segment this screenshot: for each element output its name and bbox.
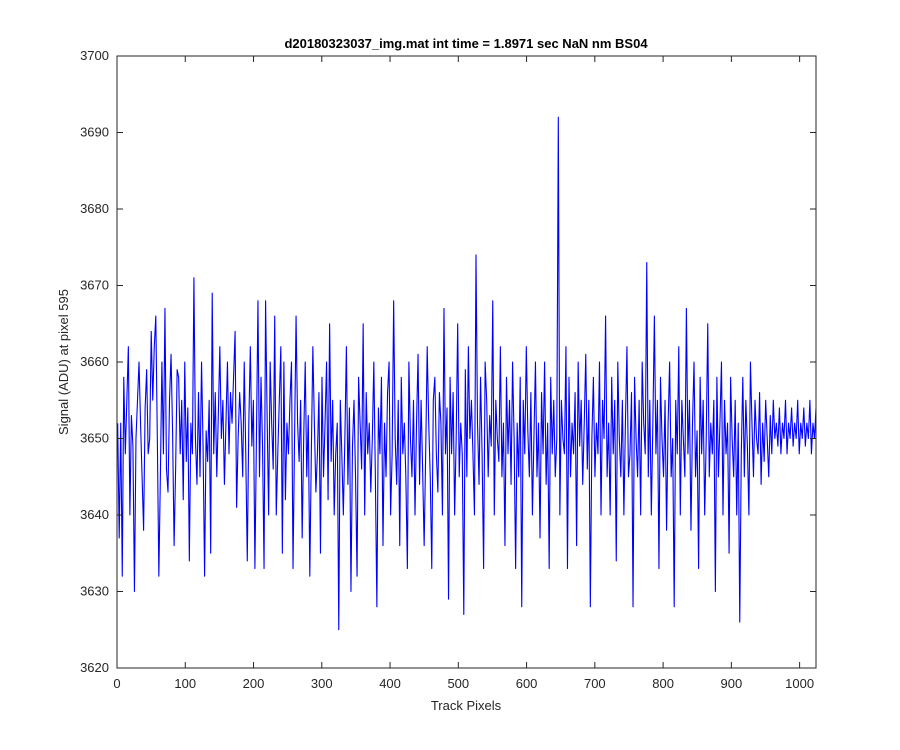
x-tick-label: 1000 [785,676,814,691]
x-tick-label: 700 [584,676,606,691]
chart-title: d20180323037_img.mat int time = 1.8971 s… [284,36,648,51]
x-tick-label: 300 [311,676,333,691]
x-tick-label: 800 [652,676,674,691]
plot-area [117,56,816,668]
x-tick-label: 600 [516,676,538,691]
y-axis-label: Signal (ADU) at pixel 595 [56,289,71,435]
x-tick-label: 0 [113,676,120,691]
y-tick-label: 3680 [80,201,109,216]
series-line [117,116,817,631]
series-layer [117,116,817,631]
y-tick-label: 3670 [80,278,109,293]
x-tick-label: 100 [174,676,196,691]
x-axis-label: Track Pixels [431,698,502,713]
y-tick-label: 3650 [80,431,109,446]
x-tick-label: 400 [379,676,401,691]
y-tick-label: 3620 [80,660,109,675]
x-tick-label: 900 [721,676,743,691]
y-tick-label: 3630 [80,584,109,599]
ticks-layer: 0 100 200 300 400 500 600 700 800 900 1000 3620 3630… [80,48,816,691]
axes-box [116,55,817,669]
x-tick-label: 200 [243,676,265,691]
y-tick-label: 3690 [80,125,109,140]
y-tick-label: 3660 [80,354,109,369]
y-tick-label: 3640 [80,507,109,522]
x-tick-label: 500 [447,676,469,691]
y-tick-label: 3700 [80,48,109,63]
